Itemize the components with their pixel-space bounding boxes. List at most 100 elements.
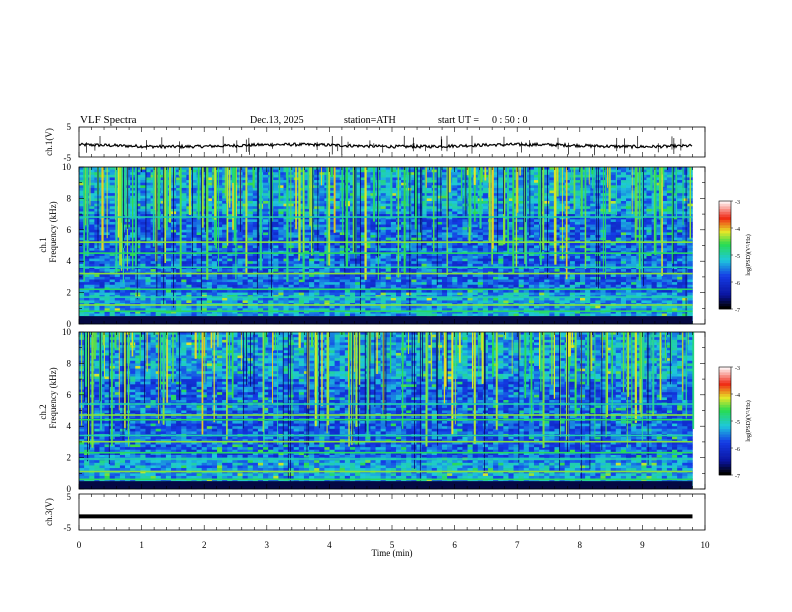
spectrogram-cell [196,235,202,238]
spectrogram-cell [140,182,146,186]
spectrogram-cell [518,224,525,228]
spectrogram-cell [605,216,611,220]
spectrogram-cell [472,224,479,228]
spectrogram-cell [109,182,116,186]
spectrogram-cell [385,245,392,249]
spectrogram-cell [569,201,576,204]
spectrogram-cell [186,248,192,252]
spectrogram-cell [288,263,295,267]
spectrogram-cell [329,214,335,218]
spectrogram-cell [227,211,233,215]
spectrogram-cell [672,190,678,194]
spectrogram-cell [278,185,284,189]
spectrogram-cell [666,261,673,265]
spectrogram-cell [441,187,448,191]
spectrogram-cell [528,208,535,212]
spectrogram-cell [549,224,555,228]
spectrogram-cell [288,269,295,272]
spectrogram-cell [421,221,427,225]
spectrogram-cell [242,198,249,202]
spectrogram-cell [114,242,121,246]
spectrogram-cell [610,258,617,262]
spectrogram-cell [620,224,627,228]
spectrogram-cell [477,242,484,246]
spectrogram-cell [472,258,479,262]
spectrogram-cell [631,180,637,183]
spectrogram-cell [508,216,514,220]
spectrogram-cell [569,182,576,186]
spectrogram-cell [467,242,473,246]
spectrogram-cell [206,201,213,204]
spectrogram-cell [595,198,601,202]
spectrogram-cell [165,167,172,170]
spectrogram-cell [421,219,427,223]
spectrogram-cell [217,193,223,197]
spectrogram-cell [196,219,202,223]
spectrogram-cell [498,201,504,204]
spectrogram-cell [462,248,468,252]
spectrogram-cell [242,174,249,178]
spectrogram-cell [293,261,300,265]
spectrogram-cell [585,235,591,238]
spectrogram-cell [176,185,182,189]
spectrogram-cell [641,190,647,194]
spectrogram-cell [360,172,366,176]
spectrogram-cell [416,193,422,197]
spectrogram-cell [349,221,356,225]
spectrogram-cell [580,261,586,265]
spectrogram-cell [303,258,310,262]
spectrogram-cell [472,242,479,246]
spectrogram-cell [135,201,141,204]
spectrogram-cell [431,263,438,267]
spectrogram-cell [298,177,305,181]
spectrogram-cell [416,201,422,204]
spectrogram-cell [298,174,305,178]
spectrogram-cell [682,203,688,207]
spectrogram-cell [263,208,269,212]
spectrogram-cell [518,169,525,173]
spectrogram-cell [406,201,412,204]
spectrogram-cell [319,187,325,191]
spectrogram-cell [549,232,555,236]
spectrogram-cell [610,255,617,259]
spectrogram-cell [554,227,560,231]
spectrogram-cell [89,237,95,241]
spectrogram-cell [493,214,499,218]
spectrogram-cell [89,258,95,262]
spectrogram-cell [518,203,525,207]
spectrogram-cell [79,195,85,199]
spectrogram-cell [498,174,504,178]
spectrogram-cell [482,190,489,194]
spectrogram-cell [303,180,310,183]
spectrogram-cell [493,195,499,199]
spectrogram-cell [482,185,489,189]
spectrogram-cell [278,229,284,233]
spectrogram-cell [360,177,366,181]
spectrogram-cell [528,229,535,233]
spectrogram-cell [334,237,341,241]
spectrogram-cell [447,221,453,225]
spectrogram-cell [135,206,141,210]
spectrogram-cell [252,242,259,246]
spectrogram-cell [390,185,397,189]
spectrogram-cell [528,185,535,189]
spectrogram-cell [370,261,376,265]
spectrogram-cell [631,269,637,272]
spectrogram-cell [217,211,223,215]
spectrogram-cell [181,255,187,259]
spectrogram-cell [447,214,453,218]
spectrogram-cell [416,235,422,238]
spectrogram-cell [672,219,678,223]
spectrogram-cell [482,214,489,218]
spectrogram-cell [385,261,392,265]
spectrogram-cell [421,242,427,246]
spectrogram-cell [503,237,509,241]
spectrogram-cell [314,169,320,173]
spectrogram-cell [585,232,591,236]
spectrogram-cell [319,229,325,233]
spectrogram-cell [89,261,95,265]
spectrogram-cell [656,258,663,262]
spectrogram-cell [646,255,652,259]
spectrogram-cell [528,182,535,186]
spectrogram-cell [370,224,376,228]
